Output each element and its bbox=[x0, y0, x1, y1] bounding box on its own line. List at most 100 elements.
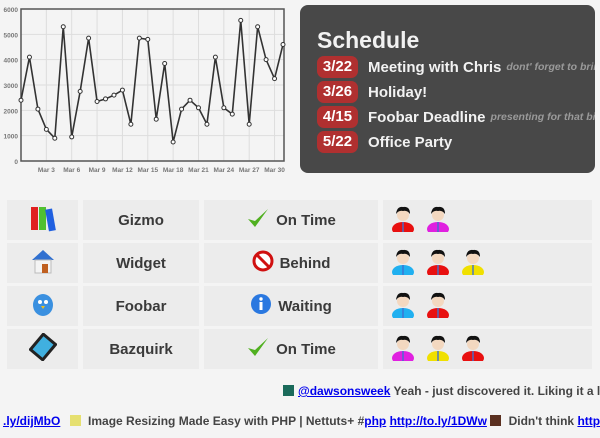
data-point bbox=[162, 60, 168, 66]
person-icon bbox=[461, 333, 485, 365]
person-icon bbox=[426, 204, 450, 236]
ticker-text: Didn't think bbox=[505, 414, 578, 428]
event-title: Foobar Deadline bbox=[368, 108, 486, 126]
data-point bbox=[128, 121, 134, 127]
project-icon-cell bbox=[7, 200, 78, 240]
schedule-event: 4/15 Foobar Deadline presenting for that b… bbox=[317, 106, 595, 128]
event-title: Office Party bbox=[368, 133, 453, 151]
checkmark-icon bbox=[246, 336, 270, 362]
project-name: Gizmo bbox=[83, 200, 199, 240]
y-tick-label: 3000 bbox=[4, 83, 19, 90]
event-date-badge: 5/22 bbox=[317, 131, 358, 153]
film-icon bbox=[27, 332, 58, 365]
data-point bbox=[170, 139, 176, 145]
x-tick-label: Mar 15 bbox=[137, 167, 158, 174]
ticker-handle[interactable]: @dawsonsweek bbox=[298, 384, 391, 398]
no-entry-icon bbox=[252, 250, 274, 276]
ticker-hashtag[interactable]: php bbox=[364, 414, 387, 428]
person-icon bbox=[426, 333, 450, 365]
project-status: On Time bbox=[204, 329, 378, 369]
data-point bbox=[18, 97, 24, 103]
plot-frame bbox=[20, 8, 285, 162]
event-note: dont' forget to brin bbox=[506, 61, 595, 73]
event-title: Meeting with Chris bbox=[368, 58, 502, 76]
data-point bbox=[77, 88, 83, 94]
x-tick-label: Mar 30 bbox=[264, 167, 285, 174]
series-line bbox=[20, 20, 284, 143]
schedule-title: Schedule bbox=[317, 27, 420, 53]
event-date-badge: 4/15 bbox=[317, 106, 358, 128]
data-point bbox=[229, 111, 235, 117]
data-point bbox=[43, 126, 49, 132]
project-name: Foobar bbox=[83, 286, 199, 326]
data-point bbox=[145, 36, 151, 42]
data-point bbox=[35, 106, 41, 112]
person-icon bbox=[391, 333, 415, 365]
x-tick-label: Mar 3 bbox=[38, 167, 55, 174]
schedule-event: 3/22 Meeting with Chris dont' forget to br… bbox=[317, 56, 595, 78]
ticker-link[interactable]: http:// bbox=[577, 414, 600, 428]
project-icon-cell bbox=[7, 286, 78, 326]
twitter-ticker-top: @dawsonsweek Yeah - just discovered it. … bbox=[283, 384, 600, 398]
data-point bbox=[69, 134, 75, 140]
project-status: On Time bbox=[204, 200, 378, 240]
data-point bbox=[119, 87, 125, 93]
project-status: Behind bbox=[204, 243, 378, 283]
status-label: Waiting bbox=[278, 297, 332, 315]
project-icon-cell bbox=[7, 243, 78, 283]
twitter-ticker-bottom: .ly/dijMbO Image Resizing Made Easy with… bbox=[3, 414, 600, 428]
avatar-icon bbox=[69, 415, 81, 426]
data-point bbox=[179, 106, 185, 112]
y-tick-label: 2000 bbox=[4, 108, 19, 115]
data-point bbox=[52, 135, 58, 141]
avatar-icon bbox=[490, 415, 502, 426]
ticker-text: Yeah - just discovered it. Liking it a l… bbox=[390, 384, 600, 398]
event-note: presenting for that big bbox=[490, 111, 595, 123]
x-tick-label: Mar 27 bbox=[239, 167, 260, 174]
data-point bbox=[255, 24, 261, 30]
person-icon bbox=[391, 290, 415, 322]
y-tick-label: 5000 bbox=[4, 32, 19, 39]
x-tick-label: Mar 9 bbox=[89, 167, 106, 174]
project-team bbox=[383, 286, 592, 326]
ticker-link[interactable]: http://to.ly/1DWw bbox=[389, 414, 487, 428]
project-name: Widget bbox=[83, 243, 199, 283]
schedule-panel: Schedule 3/22 Meeting with Chris dont' for… bbox=[300, 5, 595, 173]
binders-icon bbox=[28, 204, 58, 236]
status-label: On Time bbox=[276, 340, 336, 358]
event-date-badge: 3/22 bbox=[317, 56, 358, 78]
status-label: Behind bbox=[279, 254, 331, 272]
data-point bbox=[246, 121, 252, 127]
person-icon bbox=[426, 247, 450, 279]
y-tick-label: 1000 bbox=[4, 134, 19, 141]
project-icon-cell bbox=[7, 329, 78, 369]
person-icon bbox=[391, 204, 415, 236]
y-tick-label: 4000 bbox=[4, 58, 19, 65]
event-title: Holiday! bbox=[368, 83, 428, 101]
x-tick-label: Mar 21 bbox=[188, 167, 209, 174]
data-point bbox=[103, 96, 109, 102]
data-point bbox=[136, 35, 142, 41]
line-chart: 0 1000 2000 3000 4000 5000 6000 Mar 3 Mar 6 Mar 9… bbox=[4, 7, 286, 174]
data-point bbox=[86, 35, 92, 41]
ticker-link[interactable]: .ly/dijMbO bbox=[3, 414, 61, 428]
y-tick-label: 0 bbox=[14, 159, 18, 166]
data-point bbox=[195, 105, 201, 111]
nettuts-avatar-icon bbox=[283, 385, 294, 396]
data-point bbox=[272, 76, 278, 82]
status-label: On Time bbox=[276, 211, 336, 229]
project-team bbox=[383, 243, 592, 283]
data-point bbox=[280, 41, 286, 47]
data-point bbox=[94, 98, 100, 104]
data-point bbox=[153, 116, 159, 122]
data-point bbox=[221, 105, 227, 111]
schedule-event: 5/22 Office Party bbox=[317, 131, 457, 153]
data-point bbox=[187, 97, 193, 103]
project-team bbox=[383, 200, 592, 240]
person-icon bbox=[461, 247, 485, 279]
data-point bbox=[238, 17, 244, 23]
project-status: Waiting bbox=[204, 286, 378, 326]
data-point bbox=[60, 24, 66, 30]
event-date-badge: 3/26 bbox=[317, 81, 358, 103]
data-point bbox=[111, 92, 117, 98]
